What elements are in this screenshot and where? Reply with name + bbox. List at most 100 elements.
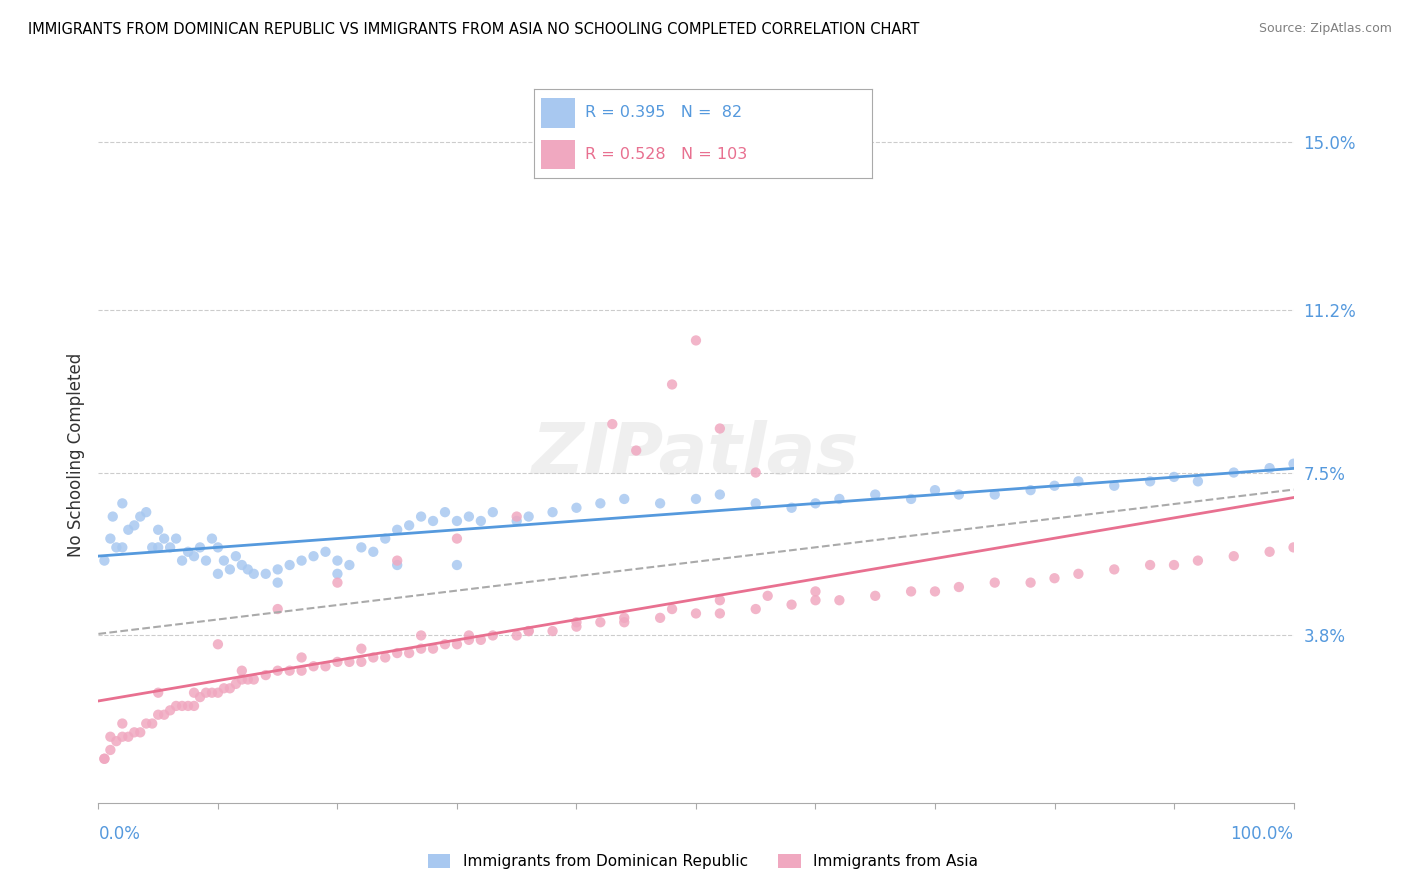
Point — [188, 690, 211, 705]
Text: IMMIGRANTS FROM DOMINICAN REPUBLIC VS IMMIGRANTS FROM ASIA NO SCHOOLING COMPLETE: IMMIGRANTS FROM DOMINICAN REPUBLIC VS IM… — [28, 22, 920, 37]
Point — [326, 553, 349, 567]
Point — [326, 655, 349, 669]
Point — [685, 607, 707, 621]
Point — [984, 575, 1007, 590]
Point — [93, 752, 115, 766]
Point — [385, 523, 409, 537]
Point — [685, 334, 707, 348]
Point — [172, 553, 194, 567]
Point — [188, 541, 211, 555]
Point — [446, 637, 468, 651]
Point — [129, 725, 152, 739]
Point — [1187, 475, 1209, 489]
Point — [828, 593, 851, 607]
Point — [1163, 470, 1185, 484]
Point — [177, 698, 200, 713]
Point — [194, 553, 218, 567]
Point — [302, 549, 325, 564]
Point — [177, 545, 200, 559]
Point — [135, 716, 157, 731]
Point — [201, 532, 224, 546]
Point — [290, 553, 312, 567]
Point — [326, 575, 349, 590]
Point — [117, 523, 139, 537]
Point — [541, 624, 564, 638]
Point — [470, 514, 492, 528]
Point — [315, 659, 337, 673]
Point — [1139, 475, 1161, 489]
Point — [135, 505, 157, 519]
Point — [207, 566, 229, 581]
Point — [124, 518, 146, 533]
Point — [709, 487, 731, 501]
Point — [267, 664, 290, 678]
Point — [159, 703, 181, 717]
Point — [804, 593, 827, 607]
Point — [756, 589, 779, 603]
Point — [374, 532, 396, 546]
Point — [236, 562, 259, 576]
Point — [709, 421, 731, 435]
Point — [828, 491, 851, 506]
Point — [745, 496, 768, 510]
Point — [924, 584, 946, 599]
Point — [900, 584, 922, 599]
Point — [433, 505, 456, 519]
Point — [446, 514, 468, 528]
Point — [1282, 541, 1305, 555]
Point — [780, 500, 803, 515]
Text: R = 0.395   N =  82: R = 0.395 N = 82 — [585, 105, 742, 120]
Point — [111, 541, 134, 555]
Point — [98, 730, 122, 744]
Point — [111, 496, 134, 510]
Point — [385, 646, 409, 660]
Point — [411, 641, 433, 656]
Point — [219, 681, 242, 696]
Point — [339, 655, 360, 669]
Point — [385, 558, 409, 572]
Point — [363, 650, 385, 665]
Point — [105, 734, 128, 748]
Text: ZIPatlas: ZIPatlas — [533, 420, 859, 490]
Point — [148, 541, 170, 555]
Point — [219, 562, 242, 576]
Point — [685, 491, 707, 506]
Point — [589, 496, 612, 510]
Point — [165, 532, 187, 546]
Point — [924, 483, 946, 497]
Point — [589, 615, 612, 630]
Point — [613, 491, 636, 506]
Point — [411, 628, 433, 642]
Y-axis label: No Schooling Completed: No Schooling Completed — [66, 353, 84, 557]
Point — [212, 553, 235, 567]
Text: 0.0%: 0.0% — [98, 825, 141, 843]
Point — [661, 602, 683, 616]
Point — [93, 553, 115, 567]
Point — [1019, 575, 1042, 590]
Point — [111, 730, 134, 744]
Point — [93, 752, 115, 766]
Point — [1067, 475, 1090, 489]
Point — [231, 664, 253, 678]
Point — [141, 541, 163, 555]
Point — [363, 545, 385, 559]
Point — [385, 553, 409, 567]
Point — [1043, 571, 1066, 585]
Point — [374, 650, 396, 665]
Point — [267, 602, 290, 616]
Point — [422, 514, 444, 528]
Point — [661, 377, 683, 392]
Point — [111, 716, 134, 731]
Point — [194, 686, 218, 700]
Point — [1222, 466, 1246, 480]
Point — [326, 566, 349, 581]
Point — [433, 637, 456, 651]
Point — [457, 632, 479, 647]
Point — [565, 620, 588, 634]
Point — [148, 707, 170, 722]
Point — [165, 698, 187, 713]
Point — [290, 650, 312, 665]
Point — [804, 496, 827, 510]
Text: R = 0.528   N = 103: R = 0.528 N = 103 — [585, 147, 747, 161]
Point — [804, 584, 827, 599]
